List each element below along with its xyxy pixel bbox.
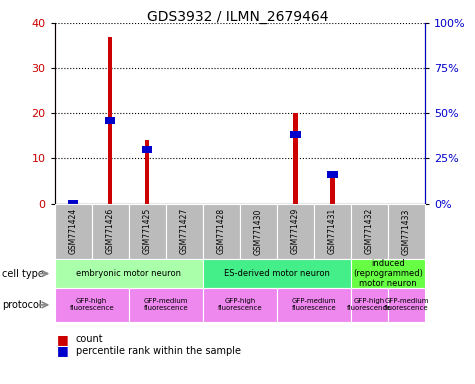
Text: GSM771430: GSM771430 <box>254 208 263 255</box>
Bar <box>290 131 301 138</box>
Text: GSM771427: GSM771427 <box>180 208 189 255</box>
Bar <box>142 146 152 152</box>
Bar <box>68 200 78 207</box>
Text: GFP-high
fluorescence: GFP-high fluorescence <box>218 298 262 311</box>
Text: percentile rank within the sample: percentile rank within the sample <box>76 346 241 356</box>
Text: protocol: protocol <box>2 300 42 310</box>
Text: GFP-medium
fluorescence: GFP-medium fluorescence <box>143 298 188 311</box>
Bar <box>293 113 298 204</box>
Bar <box>105 117 115 124</box>
Text: ■: ■ <box>57 344 69 357</box>
Bar <box>330 177 335 204</box>
Text: GSM771433: GSM771433 <box>402 208 411 255</box>
Text: GSM771428: GSM771428 <box>217 208 226 255</box>
Text: GSM771431: GSM771431 <box>328 208 337 255</box>
Text: ES-derived motor neuron: ES-derived motor neuron <box>224 269 330 278</box>
Text: GSM771432: GSM771432 <box>365 208 374 255</box>
Text: GFP-medium
fluorescence: GFP-medium fluorescence <box>384 298 429 311</box>
Text: GSM771429: GSM771429 <box>291 208 300 255</box>
Text: cell type: cell type <box>2 268 44 279</box>
Text: GSM771425: GSM771425 <box>143 208 152 255</box>
Bar <box>327 171 338 178</box>
Text: GDS3932 / ILMN_2679464: GDS3932 / ILMN_2679464 <box>147 10 328 23</box>
Bar <box>145 141 150 204</box>
Text: GSM771424: GSM771424 <box>69 208 77 255</box>
Text: count: count <box>76 334 104 344</box>
Bar <box>71 202 76 204</box>
Text: induced
(reprogrammed)
motor neuron: induced (reprogrammed) motor neuron <box>353 259 423 288</box>
Text: GFP-high
fluorescence: GFP-high fluorescence <box>69 298 114 311</box>
Bar <box>108 36 113 204</box>
Text: GFP-high
fluorescence: GFP-high fluorescence <box>347 298 392 311</box>
Text: ■: ■ <box>57 333 69 346</box>
Text: embryonic motor neuron: embryonic motor neuron <box>76 269 181 278</box>
Text: GSM771426: GSM771426 <box>106 208 114 255</box>
Text: GFP-medium
fluorescence: GFP-medium fluorescence <box>292 298 336 311</box>
